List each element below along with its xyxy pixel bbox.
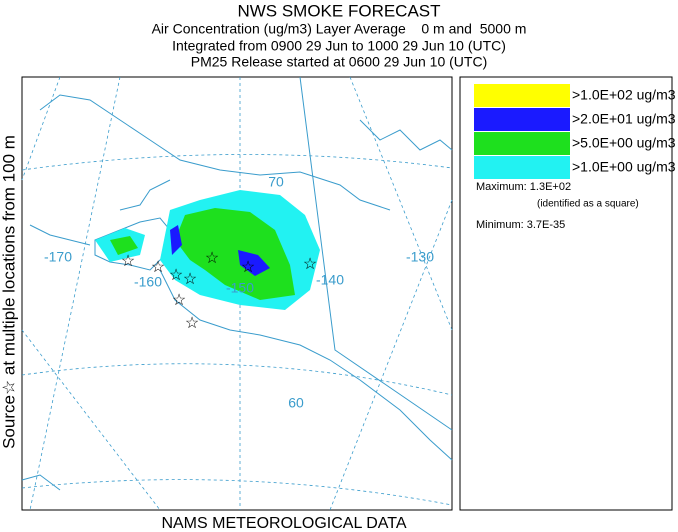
subtitle: Air Concentration (ug/m3) Layer Average … <box>152 21 527 37</box>
map-label: -160 <box>134 274 162 290</box>
map-label: 60 <box>288 395 304 411</box>
map-label: -150 <box>226 280 254 296</box>
svg-text:☆: ☆ <box>241 259 255 276</box>
legend-swatch <box>474 108 570 131</box>
svg-text:☆: ☆ <box>303 256 317 273</box>
legend-swatch <box>474 156 570 179</box>
svg-text:☆: ☆ <box>185 315 199 332</box>
legend-label: >5.0E+00 ug/m3 <box>572 135 676 151</box>
plume <box>95 190 320 310</box>
title: NWS SMOKE FORECAST <box>237 1 440 20</box>
svg-text:☆: ☆ <box>169 267 183 284</box>
legend-swatch <box>474 84 570 107</box>
subtitle: PM25 Release started at 0600 29 Jun 10 (… <box>191 54 488 70</box>
map-label: 70 <box>268 174 284 190</box>
legend-minimum: Minimum: 3.7E-35 <box>476 219 565 231</box>
footer: NAMS METEOROLOGICAL DATA <box>161 515 406 532</box>
legend-maximum: Maximum: 1.3E+02 <box>476 181 571 193</box>
legend-label: >2.0E+01 ug/m3 <box>572 111 676 127</box>
svg-text:☆: ☆ <box>121 253 135 270</box>
legend-max-note: (identified as a square) <box>537 199 639 210</box>
legend-label: >1.0E+00 ug/m3 <box>572 159 676 175</box>
map-label: -170 <box>44 249 72 265</box>
sources: ☆ ☆ ☆ ☆ ☆ ☆ ☆ ☆ ☆ <box>121 250 317 332</box>
map-label: -130 <box>406 249 434 265</box>
map: ☆ ☆ ☆ ☆ ☆ ☆ ☆ ☆ ☆ -170 -160 -150 -140 -130 70… <box>21 76 453 511</box>
legend-swatch <box>474 132 570 155</box>
side-label: Source☆ at multiple locations from 100 m <box>0 135 18 449</box>
map-label: -140 <box>316 272 344 288</box>
svg-text:☆: ☆ <box>183 271 197 288</box>
legend-label: >1.0E+02 ug/m3 <box>572 87 676 103</box>
svg-text:☆: ☆ <box>205 250 219 267</box>
svg-text:☆: ☆ <box>151 259 165 276</box>
svg-text:☆: ☆ <box>172 292 186 309</box>
subtitle: Integrated from 0900 29 Jun to 1000 29 J… <box>172 38 506 54</box>
